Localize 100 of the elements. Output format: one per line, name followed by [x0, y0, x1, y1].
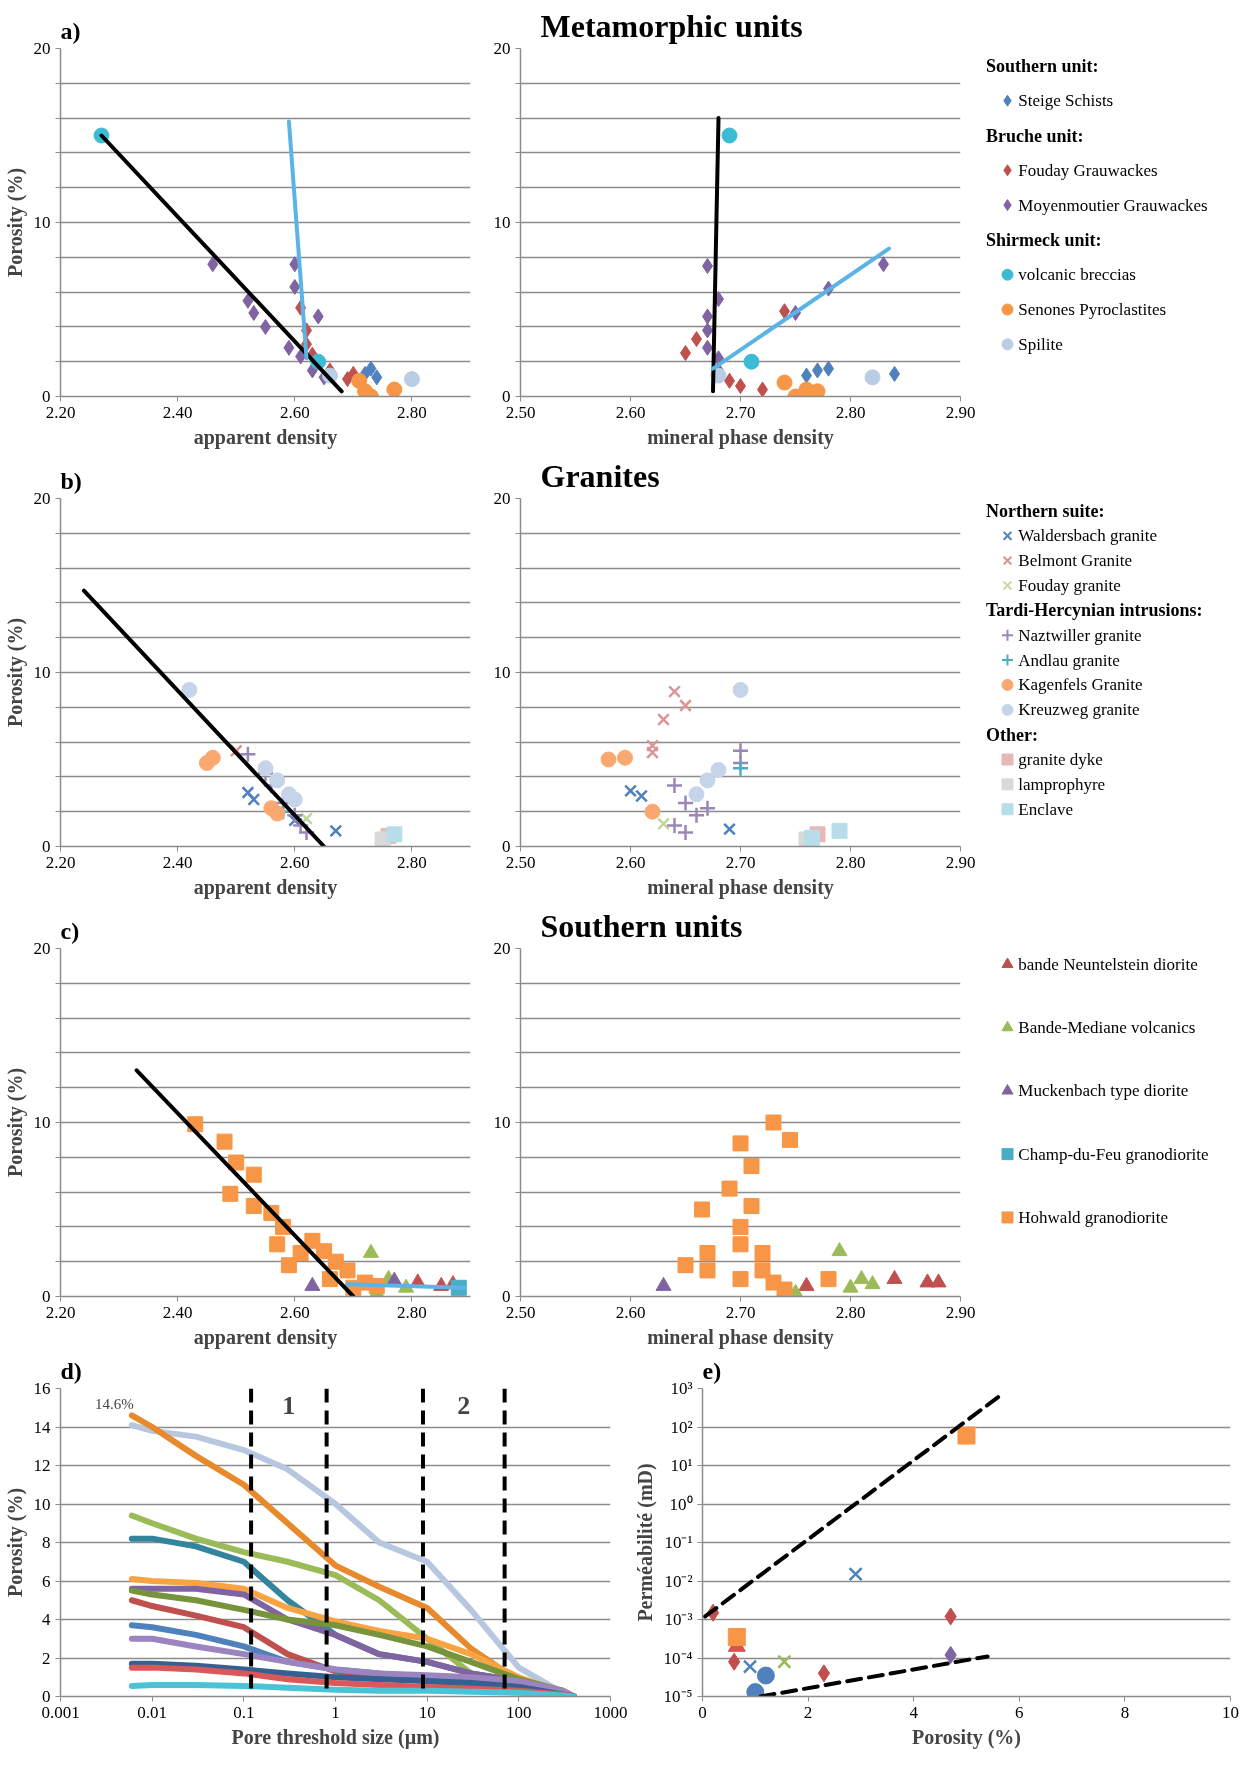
x-tick-label: 2 [803, 1702, 813, 1722]
legend-label: Kreuzweg granite [1018, 700, 1140, 720]
text: Southern unit: [985, 55, 1099, 76]
y-tick-label: 20 [493, 39, 511, 58]
legend-label: Waldersbach granite [1018, 526, 1158, 546]
x-tick-label: 2.60 [279, 402, 310, 422]
y-tick-label: 10² [670, 1417, 693, 1437]
x-tick-label: 2.80 [835, 402, 866, 422]
x-tick-label: 2.80 [397, 1302, 427, 1322]
legend-label: Fouday granite [1018, 576, 1121, 595]
chart-title: c) [60, 917, 80, 944]
y-tick-label: 6 [42, 1571, 51, 1591]
legend-label: Hohwald granodiorite [1018, 1207, 1168, 1227]
x-tick-label: 0.1 [233, 1702, 255, 1722]
x-tick-label: 1000 [593, 1702, 628, 1722]
y-tick-label: 10 [493, 663, 511, 682]
x-tick-label: 1 [331, 1702, 340, 1722]
annotation: 14.6% [95, 1396, 134, 1413]
y-tick-label: 10¹ [670, 1456, 693, 1475]
x-tick-label: 2.90 [945, 852, 976, 872]
y-tick-label: 12 [33, 1456, 51, 1475]
legend-label: Spilite [1018, 334, 1063, 354]
y-tick-label: 10 [493, 1113, 511, 1132]
y-tick-label: 10⁻² [664, 1571, 693, 1591]
legend-label: bande Neuntelstein diorite [1018, 954, 1198, 974]
x-tick-label: 2.70 [725, 402, 756, 422]
y-axis-title: Porosity (%) [3, 617, 27, 728]
x-tick-label: 2.40 [162, 1302, 193, 1322]
y-axis-title: Perméabilité (mD) [633, 1463, 657, 1622]
chart-title: Granites [540, 457, 660, 494]
x-tick-label: 10 [1222, 1702, 1239, 1722]
y-tick-label: 10⁻⁴ [663, 1648, 693, 1668]
legend-label: Moyenmoutier Grauwackes [1018, 195, 1208, 215]
legend-label: Fouday Grauwackes [1018, 160, 1158, 180]
y-axis-title: Porosity (%) [3, 1067, 27, 1178]
legend-label: granite dyke [1018, 750, 1103, 769]
text: Shirmeck unit: [985, 229, 1102, 250]
text: Bruche unit: [985, 125, 1084, 146]
y-tick-label: 16 [33, 1379, 51, 1398]
legend-label: volcanic breccias [1018, 265, 1136, 285]
chart-title: d) [60, 1357, 82, 1384]
x-tick-label: 2.60 [279, 852, 310, 872]
y-tick-label: 10⁻¹ [664, 1533, 693, 1552]
annotation: 1 [282, 1390, 296, 1420]
legend-label: Andlau granite [1018, 650, 1120, 670]
x-tick-label: 8 [1120, 1702, 1130, 1722]
chart-title: Metamorphic units [540, 7, 803, 44]
text: Tardi-Hercynian intrusions: [985, 600, 1203, 621]
legend-label: lamprophyre [1018, 774, 1106, 794]
x-tick-label: 2.40 [162, 402, 193, 422]
x-tick-label: 10 [418, 1702, 436, 1722]
y-tick-label: 20 [33, 39, 51, 58]
legend-label: Enclave [1018, 799, 1074, 819]
y-tick-label: 10⁰ [669, 1494, 693, 1514]
x-tick-label: 2.80 [397, 852, 427, 872]
x-axis-title: Pore threshold size (µm) [231, 1725, 440, 1749]
x-axis-title: mineral phase density [647, 1325, 834, 1349]
chart-title: a) [60, 17, 81, 44]
x-axis-title: Porosity (%) [911, 1725, 1022, 1749]
x-axis-title: apparent density [193, 875, 338, 899]
x-tick-label: 2.60 [615, 1302, 646, 1322]
y-tick-label: 20 [33, 939, 51, 958]
text: Other: [985, 724, 1038, 745]
legend-label: Bande-Mediane volcanics [1018, 1018, 1196, 1038]
y-tick-label: 10 [33, 663, 51, 682]
x-axis-title: mineral phase density [647, 875, 834, 899]
y-tick-label: 2 [42, 1648, 51, 1668]
x-axis-title: apparent density [193, 425, 338, 449]
legend-label: Steige Schists [1018, 91, 1114, 111]
x-axis-title: apparent density [193, 1325, 338, 1349]
chart-title: b) [60, 467, 82, 494]
x-tick-label: 2.60 [615, 852, 646, 872]
x-tick-label: 2.80 [835, 852, 866, 872]
y-tick-label: 20 [493, 939, 511, 958]
legend-label: Champ-du-Feu granodiorite [1018, 1144, 1209, 1164]
legend-label: Senones Pyroclastites [1018, 300, 1167, 319]
x-tick-label: 6 [1015, 1702, 1024, 1722]
y-tick-label: 10 [33, 1494, 51, 1514]
x-tick-label: 2.70 [725, 852, 756, 872]
annotation: 2 [457, 1390, 471, 1420]
x-tick-label: 0.01 [137, 1702, 168, 1722]
x-tick-label: 4 [909, 1702, 919, 1722]
y-axis-title: Porosity (%) [3, 1487, 27, 1598]
x-tick-label: 2.60 [615, 402, 646, 422]
y-tick-label: 8 [42, 1533, 51, 1552]
legend-label: Muckenbach type diorite [1018, 1081, 1189, 1101]
x-axis-title: mineral phase density [647, 425, 834, 449]
y-tick-label: 10 [33, 213, 51, 232]
text: Northern suite: [985, 500, 1105, 521]
y-tick-label: 20 [33, 489, 51, 508]
y-tick-label: 4 [42, 1610, 51, 1629]
x-tick-label: 2.80 [835, 1302, 866, 1322]
y-tick-label: 10⁻³ [664, 1610, 693, 1629]
y-tick-label: 10 [33, 1113, 51, 1132]
x-tick-label: 2.60 [279, 1302, 310, 1322]
y-tick-label: 20 [493, 489, 511, 508]
y-tick-label: 10 [493, 213, 511, 232]
x-tick-label: 2.40 [162, 852, 193, 872]
legend-label: Kagenfels Granite [1018, 675, 1143, 695]
x-tick-label: 2.70 [725, 1302, 756, 1322]
